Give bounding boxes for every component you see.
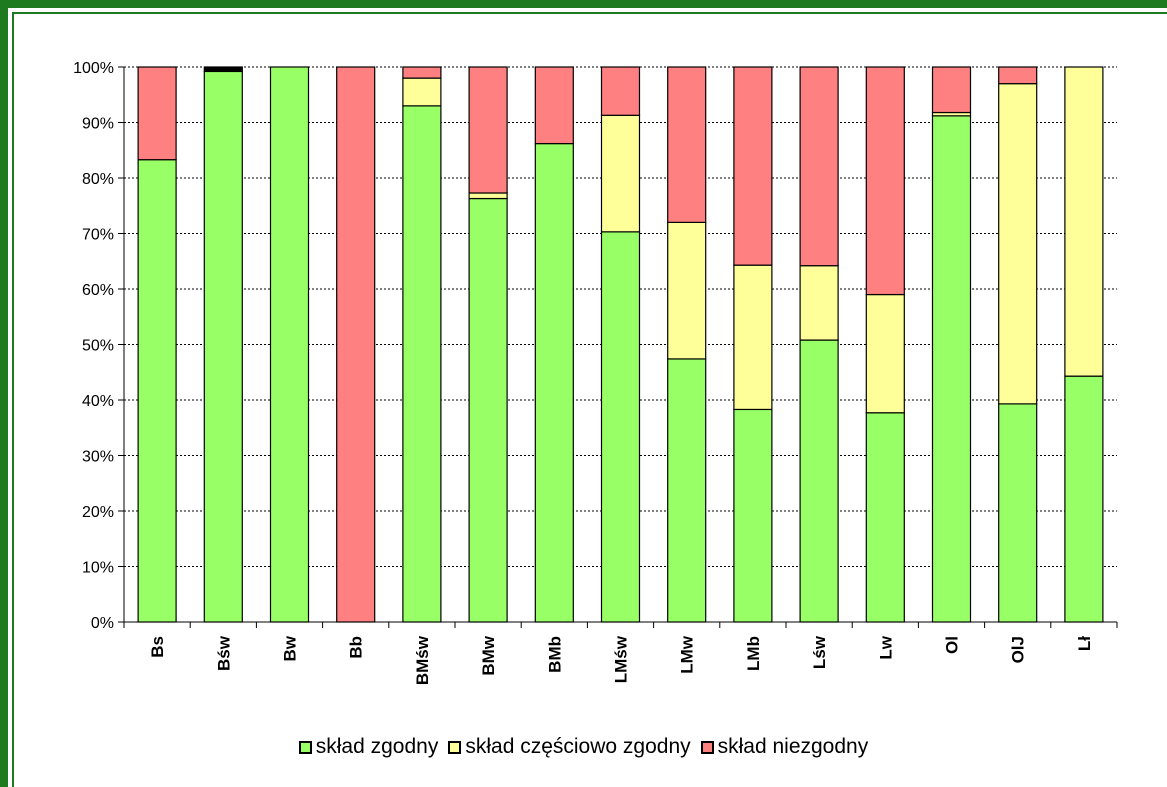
y-tick-label: 50% [82, 338, 114, 355]
y-tick-label: 60% [82, 282, 114, 299]
bar-segment-skład-zgodny [203, 70, 243, 623]
bar-segment-skład-zgodny [799, 339, 839, 623]
bar-segment-skład-zgodny [137, 159, 177, 623]
legend-swatch-niezgodny [700, 740, 714, 754]
category-label: LMw [678, 635, 697, 674]
category-label: Bw [281, 635, 300, 661]
bar-segment-skład-zgodny [269, 66, 310, 623]
category-label: BMśw [413, 635, 432, 685]
y-tick-label: 30% [82, 449, 114, 466]
legend-swatch-zgodny [298, 740, 312, 754]
bar-segment-skład-niezgodny [931, 66, 972, 114]
bar-segment-skład-zgodny [402, 105, 442, 623]
category-label: LMb [744, 636, 763, 671]
bar-segment-skład-częściowo-zgodny [468, 192, 508, 200]
legend-label-niezgodny: skład niezgodny [717, 735, 869, 758]
bar-segment-skład-częściowo-zgodny [1064, 66, 1104, 377]
legend-swatch-czesciowo [448, 740, 462, 754]
bar-segment-skład-zgodny [468, 197, 508, 623]
legend-item-zgodny: skład zgodny [298, 735, 439, 759]
category-label: OlJ [1009, 636, 1028, 663]
legend-item-niezgodny: skład niezgodny [700, 735, 869, 759]
bar-segment-skład-niezgodny [534, 66, 574, 145]
bar-segment-skład-zgodny [998, 403, 1038, 623]
legend: skład zgodny skład częściowo zgodny skła… [0, 735, 1167, 759]
bar-segment-skład-zgodny [1064, 375, 1104, 623]
y-tick-label: 40% [82, 393, 114, 410]
bar-segment-skład-niezgodny [667, 66, 707, 223]
bar-segment-skład-częściowo-zgodny [998, 83, 1038, 405]
bar-segment-skład-zgodny [733, 408, 773, 623]
y-tick-label: 10% [82, 560, 114, 577]
bar-segment-skład-niezgodny [865, 66, 905, 296]
bar-segment-skład-niezgodny [998, 66, 1038, 85]
category-label: Ol [943, 636, 962, 654]
y-tick-label: 70% [82, 227, 114, 244]
bar-segment-skład-zgodny [931, 115, 972, 623]
category-label: Lł [1075, 636, 1094, 651]
category-label: Bśw [214, 635, 233, 671]
bar-segment-skład-częściowo-zgodny [667, 221, 707, 360]
bar-segment-skład-częściowo-zgodny [600, 114, 641, 233]
bar-segment-skład-niezgodny [799, 66, 839, 267]
bar-segment-skład-niezgodny [336, 66, 376, 623]
legend-item-czesciowo: skład częściowo zgodny [448, 735, 691, 759]
bar-segment-skład-niezgodny [733, 66, 773, 266]
bar-segment-skład-zgodny [865, 412, 905, 623]
bar-segment-skład-zgodny [667, 358, 707, 623]
y-tick-label: 20% [82, 504, 114, 521]
bar-segment-skład-zgodny [534, 142, 574, 623]
bar-segment-skład-częściowo-zgodny [865, 293, 905, 414]
y-tick-label: 80% [82, 171, 114, 188]
bar-segment-skład-niezgodny [137, 66, 177, 161]
category-label: BMw [479, 635, 498, 675]
legend-label-czesciowo: skład częściowo zgodny [465, 735, 691, 758]
category-label: Lśw [810, 635, 829, 669]
bar-segment-skład-częściowo-zgodny [402, 77, 442, 107]
category-label: Lw [876, 635, 895, 659]
legend-label-zgodny: skład zgodny [315, 735, 439, 758]
bar-segment-skład-częściowo-zgodny [799, 265, 839, 341]
bar-segment-skład-niezgodny [402, 66, 442, 79]
bar-segment-skład-niezgodny [600, 66, 641, 116]
y-tick-label: 0% [91, 615, 114, 632]
bar-segment-skład-niezgodny [468, 66, 508, 194]
category-label: Bs [148, 636, 167, 658]
bar-segment-skład-zgodny [600, 231, 641, 623]
y-tick-label: 100% [73, 60, 114, 77]
y-tick-label: 90% [82, 116, 114, 133]
category-label: BMb [545, 636, 564, 673]
bar-segment-skład-częściowo-zgodny [733, 264, 773, 411]
category-label: Bb [347, 636, 366, 659]
bar-segment-series-3 [203, 66, 243, 73]
category-label: LMśw [612, 635, 631, 683]
